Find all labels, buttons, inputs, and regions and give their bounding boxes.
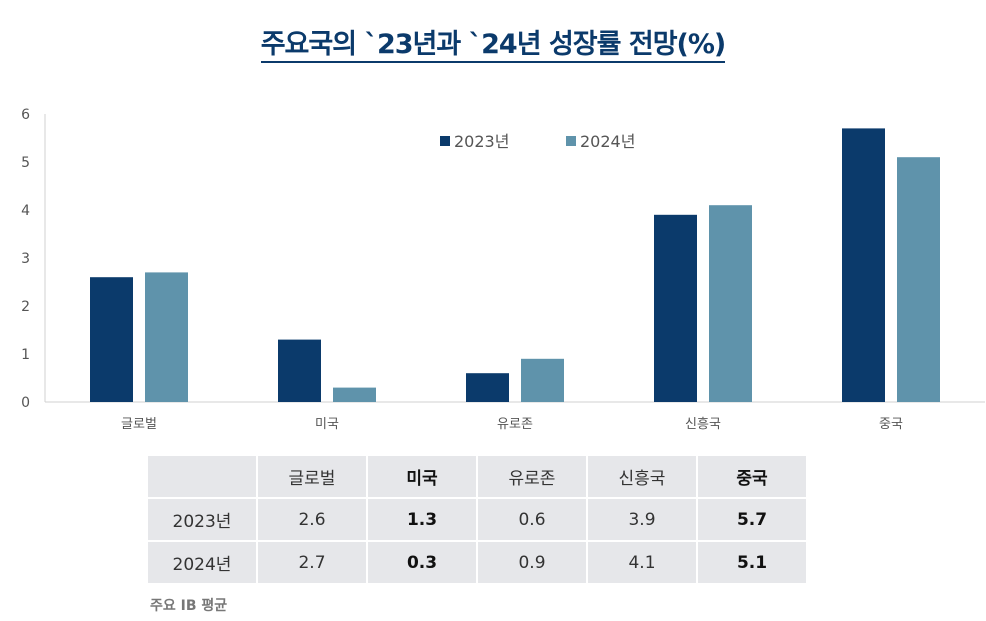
x-tick-label: 중국 [879,417,903,432]
table-cell: 0.3 [368,542,476,583]
table-cell: 1.3 [368,499,476,540]
table-cell: 5.1 [698,542,806,583]
table-header-row: 글로벌 미국 유로존 신흥국 중국 [148,456,806,497]
table-cell: 0.9 [478,542,586,583]
y-tick-label: 6 [21,107,30,123]
table-header-cell: 신흥국 [588,456,696,497]
table-cell: 5.7 [698,499,806,540]
chart-title-text: 주요국의 `23년과 `24년 성장률 전망(%) [260,29,726,63]
table-cell: 3.9 [588,499,696,540]
table-cell: 2.7 [258,542,366,583]
x-tick-label: 신흥국 [685,417,721,432]
table-header-cell: 중국 [698,456,806,497]
legend-swatch [440,136,450,146]
y-tick-label: 4 [21,203,30,219]
x-tick-label: 유로존 [497,417,533,432]
bar-2023년-미국 [278,339,321,402]
x-tick-label: 글로벌 [121,417,157,432]
table-header-cell: 유로존 [478,456,586,497]
legend-swatch [566,136,576,146]
table-cell: 2.6 [258,499,366,540]
legend-label: 2024년 [580,132,635,151]
table-header-cell: 글로벌 [258,456,366,497]
bar-2024년-중국 [897,157,940,402]
table-cell: 4.1 [588,542,696,583]
y-tick-label: 1 [21,347,30,363]
bar-2024년-글로벌 [145,272,188,402]
table-header-cell: 미국 [368,456,476,497]
bar-chart: 0 1 2 3 4 5 6 글로벌 미국 유로존 신흥국 중국 2023년 2024년 [21,107,985,432]
y-tick-label: 2 [21,299,30,315]
legend-label: 2023년 [454,132,509,151]
source-note: 주요 IB 평균 [150,598,228,614]
bar-2023년-글로벌 [90,277,133,402]
y-tick-label: 3 [21,251,30,267]
table-row: 2023년 2.6 1.3 0.6 3.9 5.7 [148,499,806,540]
bar-2024년-미국 [333,387,376,402]
data-table: 글로벌 미국 유로존 신흥국 중국 2023년 2.6 1.3 0.6 3.9 5.7 2024년 2.… [146,454,808,585]
table-cell: 2023년 [148,499,256,540]
bar-2024년-신흥국 [709,205,752,402]
x-tick-label: 미국 [315,417,339,432]
table-cell: 0.6 [478,499,586,540]
table-row: 2024년 2.7 0.3 0.9 4.1 5.1 [148,542,806,583]
chart-title: 주요국의 `23년과 `24년 성장률 전망(%) [0,22,986,63]
y-tick-label: 5 [21,155,30,171]
y-tick-label: 0 [21,395,30,411]
table-header-cell [148,456,256,497]
bar-2023년-신흥국 [654,214,697,402]
table-cell: 2024년 [148,542,256,583]
bar-2023년-중국 [842,128,885,402]
bar-2024년-유로존 [521,358,564,402]
bar-2023년-유로존 [466,373,509,402]
